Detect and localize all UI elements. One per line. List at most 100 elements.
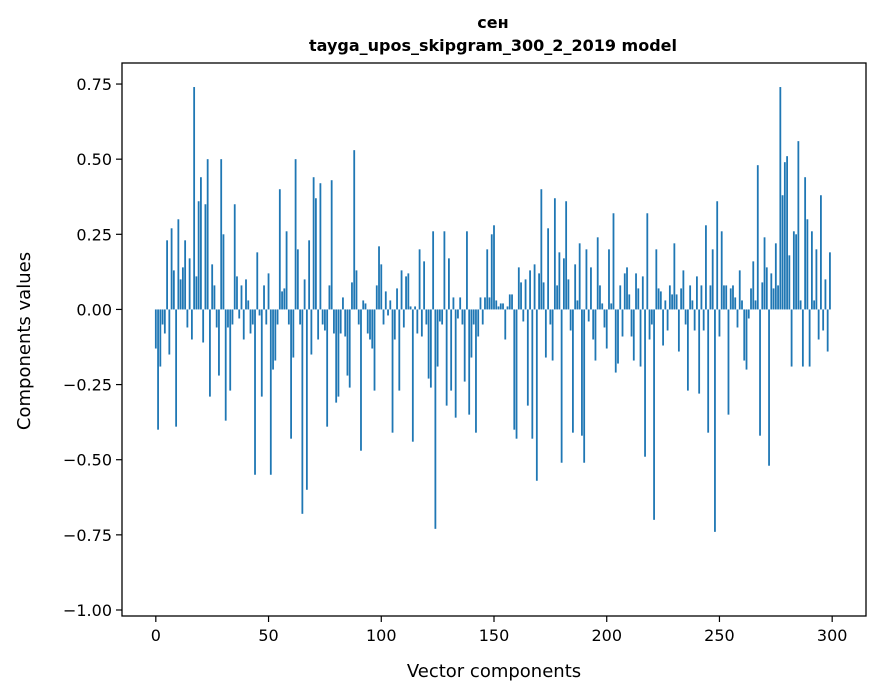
bar-197 — [599, 285, 601, 310]
y-tick-label: 0.00 — [76, 300, 112, 319]
bar-151 — [495, 300, 498, 310]
bar-265 — [752, 261, 755, 310]
bar-4 — [163, 309, 166, 334]
x-tick-label: 250 — [704, 626, 735, 645]
bar-92 — [362, 300, 365, 310]
bar-121 — [427, 309, 430, 379]
bar-98 — [375, 285, 378, 310]
chart-title: сен — [477, 13, 508, 32]
bar-99 — [378, 246, 380, 310]
bar-133 — [454, 309, 457, 418]
bar-38 — [240, 285, 243, 310]
y-axis-label: Components values — [14, 252, 35, 430]
bar-227 — [666, 309, 669, 331]
bar-239 — [693, 309, 696, 331]
bar-113 — [409, 306, 412, 310]
bar-230 — [673, 243, 676, 310]
bar-96 — [371, 309, 374, 349]
bar-238 — [691, 300, 694, 310]
bar-106 — [393, 309, 396, 340]
bar-79 — [333, 309, 335, 334]
bar-174 — [547, 228, 550, 310]
bar-93 — [364, 303, 367, 310]
bar-294 — [817, 309, 820, 340]
bar-154 — [502, 303, 504, 310]
bar-114 — [411, 309, 414, 442]
bar-34 — [231, 309, 234, 325]
bar-149 — [490, 234, 493, 310]
bar-224 — [659, 291, 662, 310]
bar-88 — [353, 150, 356, 310]
bar-51 — [269, 309, 272, 475]
y-tick-label: −0.50 — [63, 451, 112, 470]
bar-269 — [761, 282, 764, 310]
bar-285 — [797, 141, 800, 310]
bar-162 — [520, 282, 522, 310]
bar-141 — [472, 309, 475, 325]
bar-128 — [443, 231, 446, 310]
bar-231 — [675, 294, 678, 310]
bar-182 — [565, 201, 568, 310]
bar-278 — [781, 195, 784, 310]
x-tick-label: 50 — [258, 626, 278, 645]
plot-frame — [121, 62, 867, 617]
x-axis: 0 50 100 150 200 250 300 — [151, 616, 848, 645]
bar-298 — [826, 309, 829, 352]
bar-198 — [601, 303, 604, 310]
bar-0 — [154, 309, 157, 349]
bar-179 — [558, 252, 561, 310]
bar-48 — [263, 285, 265, 310]
bar-120 — [425, 309, 428, 325]
bar-266 — [754, 300, 757, 310]
bar-7 — [170, 228, 173, 310]
bar-193 — [590, 267, 592, 310]
y-tick-label: 0.75 — [76, 75, 112, 94]
bar-191 — [585, 249, 588, 310]
bar-286 — [799, 300, 802, 310]
bar-44 — [254, 309, 256, 475]
bar-142 — [475, 309, 477, 433]
bar-295 — [820, 195, 822, 310]
bar-74 — [321, 309, 324, 325]
bar-165 — [526, 309, 529, 406]
bar-260 — [741, 300, 743, 310]
bar-39 — [242, 309, 245, 340]
bar-228 — [668, 285, 671, 310]
bar-148 — [488, 297, 491, 310]
bar-136 — [461, 309, 464, 325]
bar-279 — [783, 162, 786, 310]
bar-185 — [572, 309, 574, 433]
bar-251 — [720, 231, 723, 310]
y-tick-label: 0.50 — [76, 150, 112, 169]
x-tick-label: 300 — [817, 626, 848, 645]
bar-203 — [612, 213, 615, 310]
bar-124 — [434, 309, 437, 529]
bar-42 — [249, 309, 252, 334]
bar-33 — [229, 309, 232, 391]
bar-89 — [355, 270, 358, 310]
bar-155 — [504, 309, 507, 340]
bar-91 — [360, 309, 362, 451]
bar-170 — [538, 273, 540, 310]
bar-270 — [763, 237, 766, 310]
bar-210 — [628, 294, 631, 310]
bar-119 — [423, 261, 426, 310]
bar-276 — [777, 285, 779, 310]
bar-84 — [344, 309, 347, 337]
bar-259 — [738, 270, 741, 310]
bar-183 — [567, 279, 570, 310]
bar-248 — [714, 309, 716, 532]
chart-subtitle: tayga_upos_skipgram_300_2_2019 model — [309, 36, 677, 55]
bar-46 — [258, 309, 261, 316]
bar-78 — [330, 180, 333, 310]
bar-59 — [287, 309, 290, 325]
bar-221 — [653, 309, 655, 520]
bar-275 — [774, 243, 777, 310]
bar-281 — [788, 255, 791, 310]
bar-212 — [632, 309, 635, 361]
bar-242 — [700, 285, 703, 310]
bar-series — [154, 87, 831, 532]
bar-28 — [218, 309, 220, 376]
bar-117 — [418, 249, 421, 310]
